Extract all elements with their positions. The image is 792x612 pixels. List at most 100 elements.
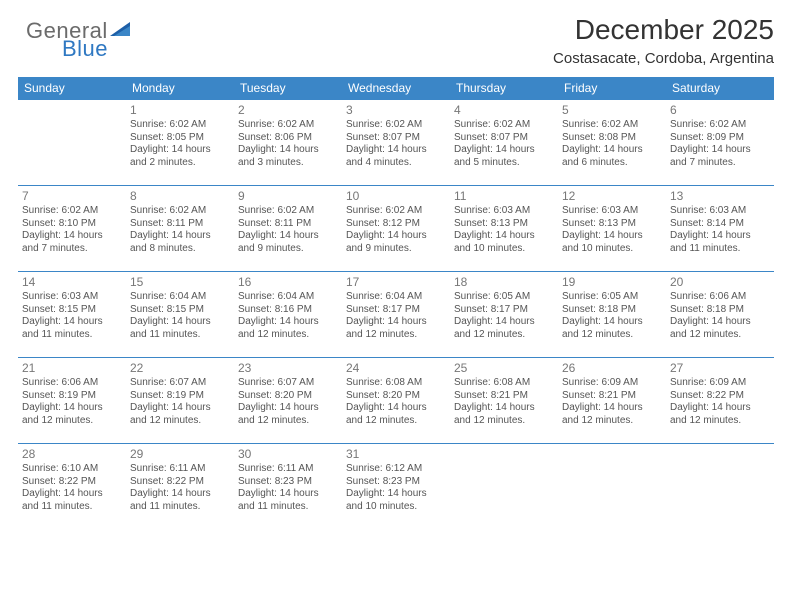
day-number: 25 bbox=[454, 361, 554, 376]
day-number: 15 bbox=[130, 275, 230, 290]
day-detail: and 12 minutes. bbox=[670, 415, 770, 428]
day-detail: Daylight: 14 hours bbox=[346, 316, 446, 329]
day-detail: and 12 minutes. bbox=[670, 329, 770, 342]
day-detail: Sunrise: 6:02 AM bbox=[238, 119, 338, 132]
day-detail: Daylight: 14 hours bbox=[238, 402, 338, 415]
day-detail: Sunrise: 6:04 AM bbox=[238, 291, 338, 304]
calendar-cell: 15Sunrise: 6:04 AMSunset: 8:15 PMDayligh… bbox=[126, 272, 234, 358]
day-detail: Sunset: 8:16 PM bbox=[238, 304, 338, 317]
day-detail: Daylight: 14 hours bbox=[238, 316, 338, 329]
calendar-cell: 23Sunrise: 6:07 AMSunset: 8:20 PMDayligh… bbox=[234, 358, 342, 444]
day-detail: and 12 minutes. bbox=[346, 415, 446, 428]
day-detail: Sunrise: 6:03 AM bbox=[562, 205, 662, 218]
day-detail: Daylight: 14 hours bbox=[22, 316, 122, 329]
calendar-week-row: 21Sunrise: 6:06 AMSunset: 8:19 PMDayligh… bbox=[18, 358, 774, 444]
day-detail: Sunset: 8:10 PM bbox=[22, 218, 122, 231]
calendar-cell: 14Sunrise: 6:03 AMSunset: 8:15 PMDayligh… bbox=[18, 272, 126, 358]
day-number: 4 bbox=[454, 103, 554, 118]
day-number: 20 bbox=[670, 275, 770, 290]
day-detail: Daylight: 14 hours bbox=[130, 402, 230, 415]
day-detail: Sunset: 8:07 PM bbox=[454, 132, 554, 145]
day-detail: Daylight: 14 hours bbox=[670, 230, 770, 243]
day-detail: Sunrise: 6:02 AM bbox=[562, 119, 662, 132]
day-number: 7 bbox=[22, 189, 122, 204]
day-number: 5 bbox=[562, 103, 662, 118]
day-detail: Daylight: 14 hours bbox=[130, 316, 230, 329]
day-detail: Sunset: 8:21 PM bbox=[562, 390, 662, 403]
day-number: 3 bbox=[346, 103, 446, 118]
calendar-col-header: Tuesday bbox=[234, 77, 342, 100]
calendar-cell: 3Sunrise: 6:02 AMSunset: 8:07 PMDaylight… bbox=[342, 100, 450, 186]
day-detail: and 12 minutes. bbox=[454, 415, 554, 428]
day-detail: Sunrise: 6:10 AM bbox=[22, 463, 122, 476]
calendar-cell: 18Sunrise: 6:05 AMSunset: 8:17 PMDayligh… bbox=[450, 272, 558, 358]
day-number: 31 bbox=[346, 447, 446, 462]
calendar-cell: 17Sunrise: 6:04 AMSunset: 8:17 PMDayligh… bbox=[342, 272, 450, 358]
day-detail: Sunrise: 6:03 AM bbox=[454, 205, 554, 218]
calendar-cell bbox=[450, 444, 558, 530]
day-detail: Sunrise: 6:09 AM bbox=[670, 377, 770, 390]
day-detail: Sunrise: 6:02 AM bbox=[130, 205, 230, 218]
day-detail: and 12 minutes. bbox=[238, 415, 338, 428]
day-number: 1 bbox=[130, 103, 230, 118]
day-detail: Daylight: 14 hours bbox=[346, 488, 446, 501]
day-detail: Sunset: 8:18 PM bbox=[670, 304, 770, 317]
day-detail: Sunset: 8:15 PM bbox=[130, 304, 230, 317]
calendar-col-header: Monday bbox=[126, 77, 234, 100]
day-number: 10 bbox=[346, 189, 446, 204]
day-number: 16 bbox=[238, 275, 338, 290]
day-detail: Sunrise: 6:11 AM bbox=[130, 463, 230, 476]
day-detail: and 7 minutes. bbox=[670, 157, 770, 170]
day-number: 17 bbox=[346, 275, 446, 290]
calendar-cell: 25Sunrise: 6:08 AMSunset: 8:21 PMDayligh… bbox=[450, 358, 558, 444]
day-detail: Sunrise: 6:05 AM bbox=[562, 291, 662, 304]
day-detail: Sunrise: 6:03 AM bbox=[670, 205, 770, 218]
day-detail: Daylight: 14 hours bbox=[562, 230, 662, 243]
calendar-head: SundayMondayTuesdayWednesdayThursdayFrid… bbox=[18, 77, 774, 100]
calendar-week-row: 14Sunrise: 6:03 AMSunset: 8:15 PMDayligh… bbox=[18, 272, 774, 358]
calendar-cell: 31Sunrise: 6:12 AMSunset: 8:23 PMDayligh… bbox=[342, 444, 450, 530]
calendar-col-header: Thursday bbox=[450, 77, 558, 100]
day-detail: and 11 minutes. bbox=[238, 501, 338, 514]
day-detail: Sunset: 8:15 PM bbox=[22, 304, 122, 317]
day-detail: Daylight: 14 hours bbox=[22, 402, 122, 415]
day-detail: and 9 minutes. bbox=[238, 243, 338, 256]
calendar-col-header: Friday bbox=[558, 77, 666, 100]
calendar-cell: 2Sunrise: 6:02 AMSunset: 8:06 PMDaylight… bbox=[234, 100, 342, 186]
day-number: 23 bbox=[238, 361, 338, 376]
day-detail: and 11 minutes. bbox=[22, 329, 122, 342]
day-detail: Daylight: 14 hours bbox=[454, 144, 554, 157]
calendar-cell: 30Sunrise: 6:11 AMSunset: 8:23 PMDayligh… bbox=[234, 444, 342, 530]
day-detail: Sunrise: 6:04 AM bbox=[130, 291, 230, 304]
day-detail: Sunset: 8:07 PM bbox=[346, 132, 446, 145]
day-detail: Sunrise: 6:12 AM bbox=[346, 463, 446, 476]
day-detail: Daylight: 14 hours bbox=[670, 402, 770, 415]
calendar-cell: 9Sunrise: 6:02 AMSunset: 8:11 PMDaylight… bbox=[234, 186, 342, 272]
day-detail: and 8 minutes. bbox=[130, 243, 230, 256]
calendar-cell: 7Sunrise: 6:02 AMSunset: 8:10 PMDaylight… bbox=[18, 186, 126, 272]
calendar-cell: 1Sunrise: 6:02 AMSunset: 8:05 PMDaylight… bbox=[126, 100, 234, 186]
calendar-cell: 22Sunrise: 6:07 AMSunset: 8:19 PMDayligh… bbox=[126, 358, 234, 444]
calendar-week-row: 7 Sunrise: 6:02 AM Sunset: 8:10 PM Daylight… bbox=[18, 186, 774, 272]
day-detail: Sunset: 8:08 PM bbox=[562, 132, 662, 145]
day-detail: Sunset: 8:17 PM bbox=[346, 304, 446, 317]
day-detail: and 11 minutes. bbox=[22, 501, 122, 514]
calendar-cell: 26Sunrise: 6:09 AMSunset: 8:21 PMDayligh… bbox=[558, 358, 666, 444]
calendar-cell: 20Sunrise: 6:06 AMSunset: 8:18 PMDayligh… bbox=[666, 272, 774, 358]
day-detail: Sunrise: 6:07 AM bbox=[238, 377, 338, 390]
day-number: 11 bbox=[454, 189, 554, 204]
calendar-cell: 27Sunrise: 6:09 AMSunset: 8:22 PMDayligh… bbox=[666, 358, 774, 444]
day-detail: Sunset: 8:05 PM bbox=[130, 132, 230, 145]
day-detail: Daylight: 14 hours bbox=[562, 144, 662, 157]
day-detail: Sunset: 8:20 PM bbox=[238, 390, 338, 403]
day-number: 27 bbox=[670, 361, 770, 376]
day-detail: and 7 minutes. bbox=[22, 243, 122, 256]
day-detail: Sunrise: 6:05 AM bbox=[454, 291, 554, 304]
day-detail: and 12 minutes. bbox=[454, 329, 554, 342]
day-detail: and 10 minutes. bbox=[346, 501, 446, 514]
day-detail: Sunrise: 6:11 AM bbox=[238, 463, 338, 476]
calendar-cell: 12Sunrise: 6:03 AMSunset: 8:13 PMDayligh… bbox=[558, 186, 666, 272]
day-detail: and 2 minutes. bbox=[130, 157, 230, 170]
day-detail: Daylight: 14 hours bbox=[130, 144, 230, 157]
day-detail: Sunrise: 6:02 AM bbox=[346, 119, 446, 132]
